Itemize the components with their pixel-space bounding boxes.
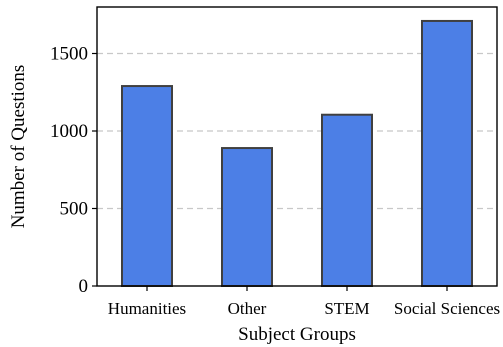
y-tick-label: 500	[60, 199, 89, 220]
x-tick-label: Social Sciences	[394, 299, 500, 318]
x-tick-label: Humanities	[108, 299, 186, 318]
y-axis-label: Number of Questions	[8, 65, 29, 229]
y-tick-label: 1500	[50, 44, 88, 65]
bar-other	[221, 147, 273, 287]
x-axis-ticks: Humanities Other STEM Social Sciences	[108, 286, 500, 318]
y-tick-label: 0	[79, 276, 89, 297]
x-axis-label: Subject Groups	[238, 324, 356, 345]
bars	[121, 19, 473, 287]
plot-frame	[96, 6, 498, 287]
bar-stem	[321, 113, 373, 287]
x-tick-label: Other	[228, 299, 267, 318]
bar-social-sciences	[421, 19, 473, 287]
y-axis-ticks: 0 500 1000 1500	[50, 44, 97, 297]
x-tick-label: STEM	[324, 299, 369, 318]
y-tick-label: 1000	[50, 121, 88, 142]
bar-humanities	[121, 85, 173, 287]
